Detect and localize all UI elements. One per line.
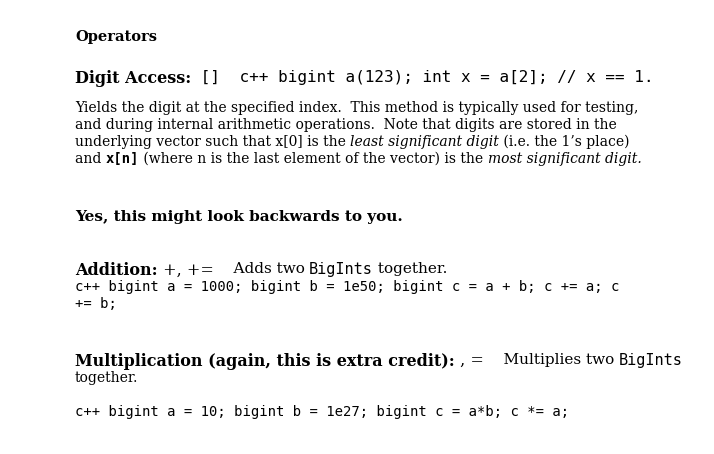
Text: Multiplies two: Multiplies two — [483, 353, 619, 367]
Text: most significant digit.: most significant digit. — [488, 152, 641, 166]
Text: Yields the digit at the specified index.  This method is typically used for test: Yields the digit at the specified index.… — [75, 101, 638, 115]
Text: += b;: += b; — [75, 297, 117, 311]
Text: c++ bigint a = 1000; bigint b = 1e50; bigint c = a + b; c += a; c: c++ bigint a = 1000; bigint b = 1e50; bi… — [75, 280, 619, 294]
Text: BigInts: BigInts — [309, 262, 373, 277]
Text: least significant digit: least significant digit — [351, 135, 499, 149]
Text: together.: together. — [75, 371, 139, 385]
Text: together.: together. — [373, 262, 448, 276]
Text: and: and — [75, 152, 106, 166]
Text: (where n is the last element of the vector) is the: (where n is the last element of the vect… — [139, 152, 488, 166]
Text: Adds two: Adds two — [213, 262, 309, 276]
Text: underlying vector such that x[0] is the: underlying vector such that x[0] is the — [75, 135, 351, 149]
Text: Yes, this might look backwards to you.: Yes, this might look backwards to you. — [75, 210, 403, 224]
Text: c++ bigint a(123); int x = a[2]; // x == 1.: c++ bigint a(123); int x = a[2]; // x ==… — [230, 70, 653, 85]
Text: , =: , = — [455, 353, 483, 370]
Text: []: [] — [191, 70, 230, 85]
Text: BigInts: BigInts — [619, 353, 683, 368]
Text: Multiplication (again, this is extra credit):: Multiplication (again, this is extra cre… — [75, 353, 455, 370]
Text: and during internal arithmetic operations.  Note that digits are stored in the: and during internal arithmetic operation… — [75, 118, 617, 132]
Text: x[n]: x[n] — [106, 152, 139, 166]
Text: Addition:: Addition: — [75, 262, 158, 279]
Text: c++ bigint a = 10; bigint b = 1e27; bigint c = a*b; c *= a;: c++ bigint a = 10; bigint b = 1e27; bigi… — [75, 405, 569, 419]
Text: (i.e. the 1’s place): (i.e. the 1’s place) — [499, 135, 630, 149]
Text: Operators: Operators — [75, 30, 157, 44]
Text: Digit Access:: Digit Access: — [75, 70, 191, 87]
Text: +, +=: +, += — [158, 262, 213, 279]
